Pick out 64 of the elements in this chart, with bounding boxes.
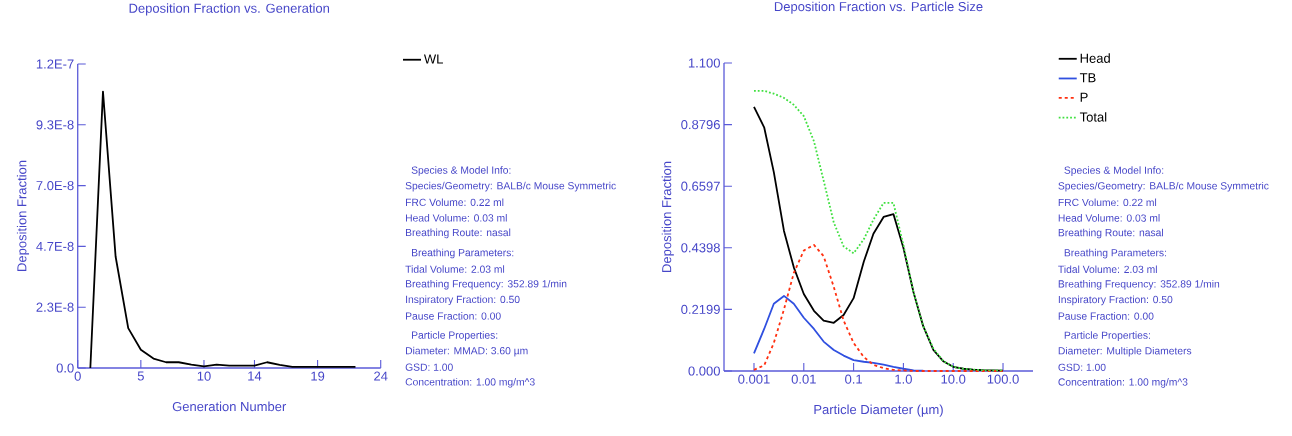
legend-label: TB xyxy=(1079,73,1096,83)
text: Diameter: MMAD: 3.60 µm xyxy=(406,346,528,357)
text: GSD: 1.00 xyxy=(1058,363,1106,371)
y-axis-title: Deposition Fraction xyxy=(661,161,674,272)
legend-label: WL xyxy=(423,54,443,64)
text: Species/Geometry: BALB/c Mouse Symmetric xyxy=(405,181,616,192)
x-tick-label: 100.0 xyxy=(987,374,1019,384)
y-tick-label: 7.0E-8 xyxy=(36,180,74,191)
text: Tidal Volume: 2.03 ml xyxy=(405,265,505,273)
legend-label: P xyxy=(1080,92,1088,102)
x-axis-title: Particle Diameter (µm) xyxy=(814,404,943,417)
text: FRC Volume: 0.22 ml xyxy=(1058,198,1157,207)
y-tick-label: 0.4398 xyxy=(681,243,720,253)
y-axis-title: Deposition Fraction xyxy=(16,160,30,271)
text: Breathing Parameters: xyxy=(412,248,514,259)
x-tick-label: 0.001 xyxy=(738,374,770,384)
text: Tidal Volume: 2.03 ml xyxy=(1058,265,1157,273)
chart-title: Deposition Fraction vs. Particle Size xyxy=(774,1,983,14)
text: Particle Properties: xyxy=(412,331,498,341)
x-tick-label: 10.0 xyxy=(941,374,966,384)
y-tick-label: 1.100 xyxy=(688,58,720,68)
chart-title: Deposition Fraction vs. Generation xyxy=(129,3,330,16)
y-tick-label: 4.7E-8 xyxy=(36,241,74,251)
x-tick-label: 0.01 xyxy=(791,374,816,384)
text: Concentration: 1.00 mg/m^3 xyxy=(1058,378,1188,388)
x-tick-label: 5 xyxy=(137,371,144,381)
x-tick-label: 1.0 xyxy=(895,374,912,384)
y-tick-label: 0.2199 xyxy=(681,304,720,314)
y-tick-label: 0.8796 xyxy=(681,119,720,130)
text: Species & Model Info: xyxy=(1064,166,1164,176)
y-tick-label: 0.6597 xyxy=(681,181,720,191)
text: Species & Model Info: xyxy=(411,166,511,176)
legend-label: Total xyxy=(1079,112,1107,122)
legend-label: Head xyxy=(1080,53,1110,63)
text: Breathing Frequency: 352.89 1/min xyxy=(1058,279,1220,290)
text: Head Volume: 0.03 ml xyxy=(406,214,507,222)
text: Pause Fraction: 0.00 xyxy=(1058,312,1154,320)
y-tick-label: 2.3E-8 xyxy=(36,302,74,312)
x-tick-label: 0.1 xyxy=(845,374,863,384)
x-tick-label: 14 xyxy=(248,371,262,381)
text: Pause Fraction: 0.00 xyxy=(406,312,501,320)
y-tick-label: 0.0 xyxy=(56,363,74,373)
x-axis-title: Generation Number xyxy=(172,401,287,412)
x-tick-label: 19 xyxy=(311,371,325,381)
text: Inspiratory Fraction: 0.50 xyxy=(1058,295,1173,306)
text: Breathing Route: nasal xyxy=(406,228,511,239)
text: Breathing Frequency: 352.89 1/min xyxy=(406,279,567,290)
y-tick-label: 9.3E-8 xyxy=(36,120,74,130)
line-series xyxy=(753,295,925,372)
text: Diameter: Multiple Diameters xyxy=(1058,346,1192,357)
y-tick-label: 0.000 xyxy=(688,366,720,376)
text: Head Volume: 0.03 ml xyxy=(1058,214,1160,222)
text: Inspiratory Fraction: 0.50 xyxy=(406,295,520,306)
text: FRC Volume: 0.22 ml xyxy=(406,198,504,206)
x-tick-label: 10 xyxy=(197,371,211,381)
x-tick-label: 0 xyxy=(74,371,81,381)
text: Breathing Route: nasal xyxy=(1058,228,1163,239)
text: Concentration: 1.00 mg/m^3 xyxy=(405,377,535,388)
text: Particle Properties: xyxy=(1064,331,1150,341)
text: Breathing Parameters: xyxy=(1064,248,1167,259)
text: GSD: 1.00 xyxy=(405,363,453,371)
text: Species/Geometry: BALB/c Mouse Symmetric xyxy=(1058,181,1269,192)
x-tick-label: 24 xyxy=(374,371,388,381)
y-tick-label: 1.2E-7 xyxy=(36,59,74,69)
